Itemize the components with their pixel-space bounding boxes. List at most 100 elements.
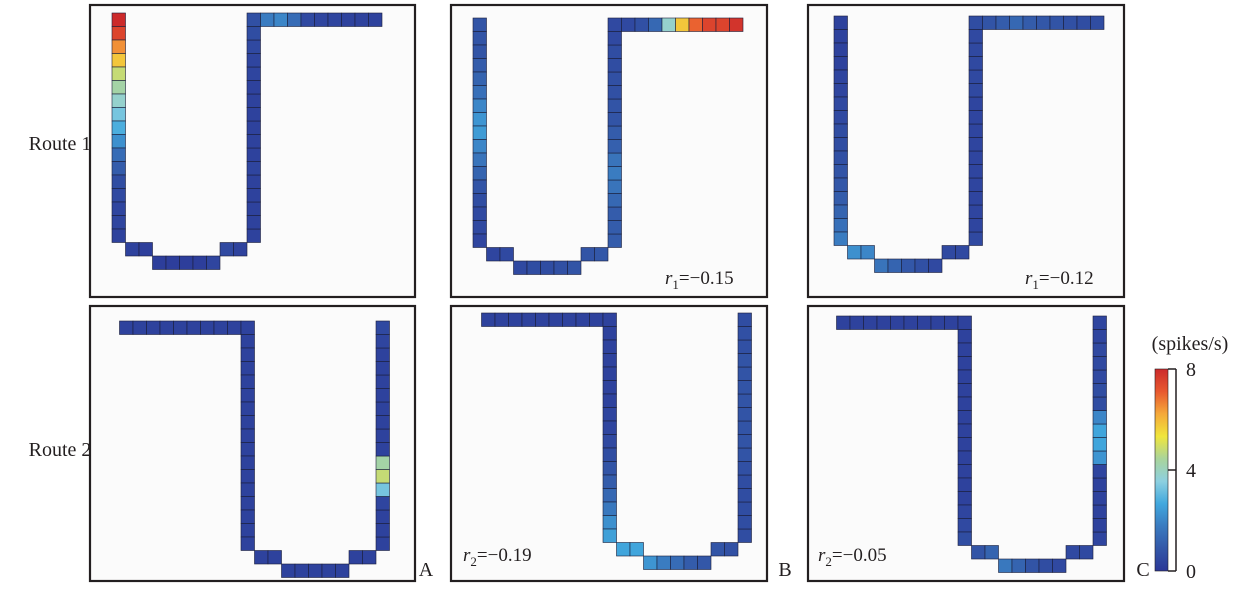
cell-1c-44 (995, 15, 1010, 30)
cell-2c-6 (917, 315, 932, 330)
cell-1b-27 (607, 220, 622, 235)
cell-2c-0 (836, 315, 851, 330)
cell-1b-44 (634, 17, 649, 32)
cell-1b-26 (607, 233, 622, 248)
cell-2c-49 (1092, 342, 1107, 357)
cell-1b-5 (472, 85, 487, 100)
cell-1c-34 (968, 123, 983, 138)
cell-1c-47 (1036, 15, 1051, 30)
cell-2a-6 (200, 320, 215, 335)
cell-2c-31 (1038, 558, 1053, 573)
cell-2a-27 (267, 550, 282, 565)
cell-2b-31 (683, 555, 698, 570)
cell-1a-13 (111, 188, 126, 203)
cell-1b-51 (729, 17, 744, 32)
cell-1c-5 (833, 83, 848, 98)
cell-1c-43 (982, 15, 997, 30)
cell-1a-4 (111, 66, 126, 81)
cell-1a-26 (246, 228, 261, 243)
cell-1b-9 (472, 139, 487, 154)
cell-2b-15 (602, 393, 617, 408)
cell-1a-21 (179, 255, 194, 270)
cell-2a-49 (375, 347, 390, 362)
stat-1c: r1=−0.12 (1025, 268, 1094, 292)
cell-1c-32 (968, 150, 983, 165)
cell-2c-5 (903, 315, 918, 330)
cell-1c-31 (968, 164, 983, 179)
cell-2c-19 (957, 450, 972, 465)
cell-1b-38 (607, 71, 622, 86)
cell-2c-48 (1092, 356, 1107, 371)
cell-1c-14 (833, 204, 848, 219)
cell-2b-4 (535, 312, 550, 327)
cell-1b-10 (472, 152, 487, 167)
cell-1a-8 (111, 120, 126, 135)
cell-2a-2 (146, 320, 161, 335)
cell-1c-45 (1009, 15, 1024, 30)
cell-2b-19 (602, 447, 617, 462)
cell-2a-41 (375, 455, 390, 470)
cell-2a-34 (362, 550, 377, 565)
cell-2b-6 (562, 312, 577, 327)
cell-2a-12 (240, 361, 255, 376)
cell-1a-18 (138, 242, 153, 257)
cell-2b-12 (602, 353, 617, 368)
cell-2c-15 (957, 396, 972, 411)
cell-2c-28 (998, 558, 1013, 573)
cell-2b-18 (602, 434, 617, 449)
cell-1a-42 (246, 12, 261, 27)
cell-2b-17 (602, 420, 617, 435)
cell-2a-30 (308, 563, 323, 578)
cell-2c-50 (1092, 329, 1107, 344)
colorbar-axis: 8 4 0 (1168, 359, 1196, 583)
cell-2c-41 (1092, 450, 1107, 465)
cell-2a-9 (240, 320, 255, 335)
cell-1c-39 (968, 56, 983, 71)
cell-1c-35 (968, 110, 983, 125)
cell-2b-35 (737, 528, 752, 543)
cell-2b-48 (737, 353, 752, 368)
cell-2a-14 (240, 388, 255, 403)
cell-2b-39 (737, 474, 752, 489)
cell-1c-15 (833, 218, 848, 233)
cell-2a-1 (132, 320, 147, 335)
cell-1b-37 (607, 85, 622, 100)
cell-2b-45 (737, 393, 752, 408)
cell-1a-0 (111, 12, 126, 27)
cell-1b-15 (472, 220, 487, 235)
cell-1c-49 (1063, 15, 1078, 30)
cell-1a-3 (111, 53, 126, 68)
cell-1a-7 (111, 107, 126, 122)
cell-2a-16 (240, 415, 255, 430)
cell-2a-33 (348, 550, 363, 565)
cell-2c-11 (957, 342, 972, 357)
cell-1c-4 (833, 69, 848, 84)
cell-1b-7 (472, 112, 487, 127)
cell-1b-36 (607, 98, 622, 113)
cell-2b-42 (737, 434, 752, 449)
cell-2c-32 (1052, 558, 1067, 573)
cell-2a-48 (375, 361, 390, 376)
cell-1a-10 (111, 147, 126, 162)
row-label-route-1: Route 1 (29, 133, 92, 155)
cell-2a-31 (321, 563, 336, 578)
cell-1a-6 (111, 93, 126, 108)
colorbar-tick-label: 4 (1186, 460, 1196, 482)
cell-1a-23 (206, 255, 221, 270)
cell-2b-0 (481, 312, 496, 327)
cell-2a-29 (294, 563, 309, 578)
cell-2a-15 (240, 401, 255, 416)
cell-1c-26 (968, 231, 983, 246)
cell-2a-38 (375, 496, 390, 511)
cell-2a-36 (375, 523, 390, 538)
stat-1b: r1=−0.15 (665, 268, 734, 292)
cell-1c-38 (968, 69, 983, 84)
cell-2a-5 (186, 320, 201, 335)
cell-2a-51 (375, 320, 390, 335)
cell-1c-29 (968, 191, 983, 206)
cell-2c-39 (1092, 477, 1107, 492)
cell-1a-40 (246, 39, 261, 54)
cell-2c-12 (957, 356, 972, 371)
cell-2b-10 (602, 326, 617, 341)
